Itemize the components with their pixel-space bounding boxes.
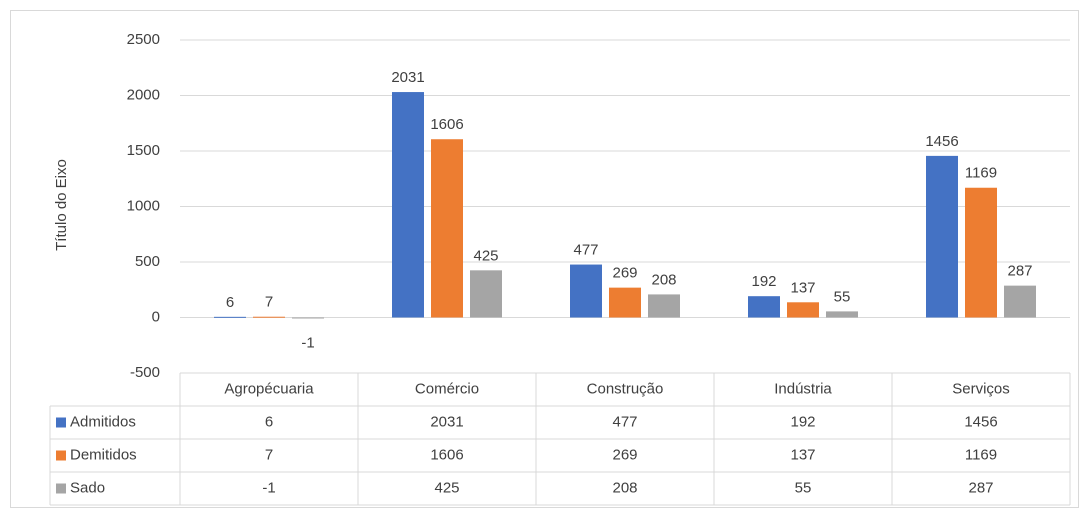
y-tick-label: 1000 <box>127 197 160 214</box>
table-value: 6 <box>265 413 273 430</box>
y-axis-title: Título do Eixo <box>53 159 70 251</box>
legend-label: Demitidos <box>70 446 137 463</box>
data-label: 2031 <box>391 69 424 86</box>
data-label: 477 <box>573 242 598 259</box>
table-value: 287 <box>968 479 993 496</box>
data-label: 7 <box>265 294 273 311</box>
y-tick-label: 1500 <box>127 142 160 159</box>
bar <box>1004 285 1036 318</box>
data-label: 1456 <box>925 133 958 150</box>
table-value: -1 <box>262 479 275 496</box>
y-tick-label: 2000 <box>127 86 160 103</box>
data-label: 287 <box>1007 263 1032 280</box>
table-value: 1169 <box>965 446 997 463</box>
table-value: 208 <box>612 479 637 496</box>
legend-key <box>56 450 66 461</box>
table-value: 1456 <box>964 413 997 430</box>
data-label: 1169 <box>965 165 997 182</box>
y-tick-label: -500 <box>130 364 160 381</box>
data-label: 425 <box>473 247 498 264</box>
data-label: 208 <box>651 271 676 288</box>
x-tick-label: Serviços <box>952 380 1010 397</box>
bar <box>748 296 780 318</box>
table-value: 192 <box>790 413 815 430</box>
legend-label: Admitidos <box>70 413 136 430</box>
table-value: 269 <box>612 446 637 463</box>
data-label: 269 <box>612 265 637 282</box>
table-value: 55 <box>795 479 812 496</box>
bar <box>926 155 958 318</box>
x-tick-label: Indústria <box>774 380 832 397</box>
data-label: 192 <box>751 273 776 290</box>
table-value: 1606 <box>430 446 463 463</box>
bar <box>470 270 502 318</box>
bar <box>826 311 858 318</box>
y-tick-label: 2500 <box>127 31 160 48</box>
table-value: 477 <box>612 413 637 430</box>
data-label: -1 <box>301 335 314 352</box>
table-value: 425 <box>434 479 459 496</box>
table-value: 7 <box>265 446 273 463</box>
bar <box>292 317 324 319</box>
bar <box>965 187 997 318</box>
bar <box>253 316 285 318</box>
data-label: 137 <box>790 279 815 296</box>
bar <box>609 287 641 318</box>
table-value: 2031 <box>430 413 463 430</box>
data-label: 55 <box>834 288 851 305</box>
legend-key <box>56 417 66 428</box>
data-label: 1606 <box>430 116 463 133</box>
bar <box>392 92 424 318</box>
x-tick-label: Comércio <box>415 380 479 397</box>
bar <box>570 264 602 318</box>
data-label: 6 <box>226 294 234 311</box>
y-tick-label: 500 <box>135 253 160 270</box>
table-value: 137 <box>790 446 815 463</box>
legend-key <box>56 483 66 494</box>
bar <box>787 302 819 318</box>
bar <box>648 294 680 318</box>
legend-label: Sado <box>70 479 105 496</box>
chart-border <box>10 10 1079 508</box>
y-tick-label: 0 <box>152 308 160 325</box>
bar <box>431 139 463 318</box>
bar <box>214 316 246 318</box>
x-tick-label: Agropécuaria <box>224 380 314 397</box>
x-tick-label: Construção <box>587 380 664 397</box>
